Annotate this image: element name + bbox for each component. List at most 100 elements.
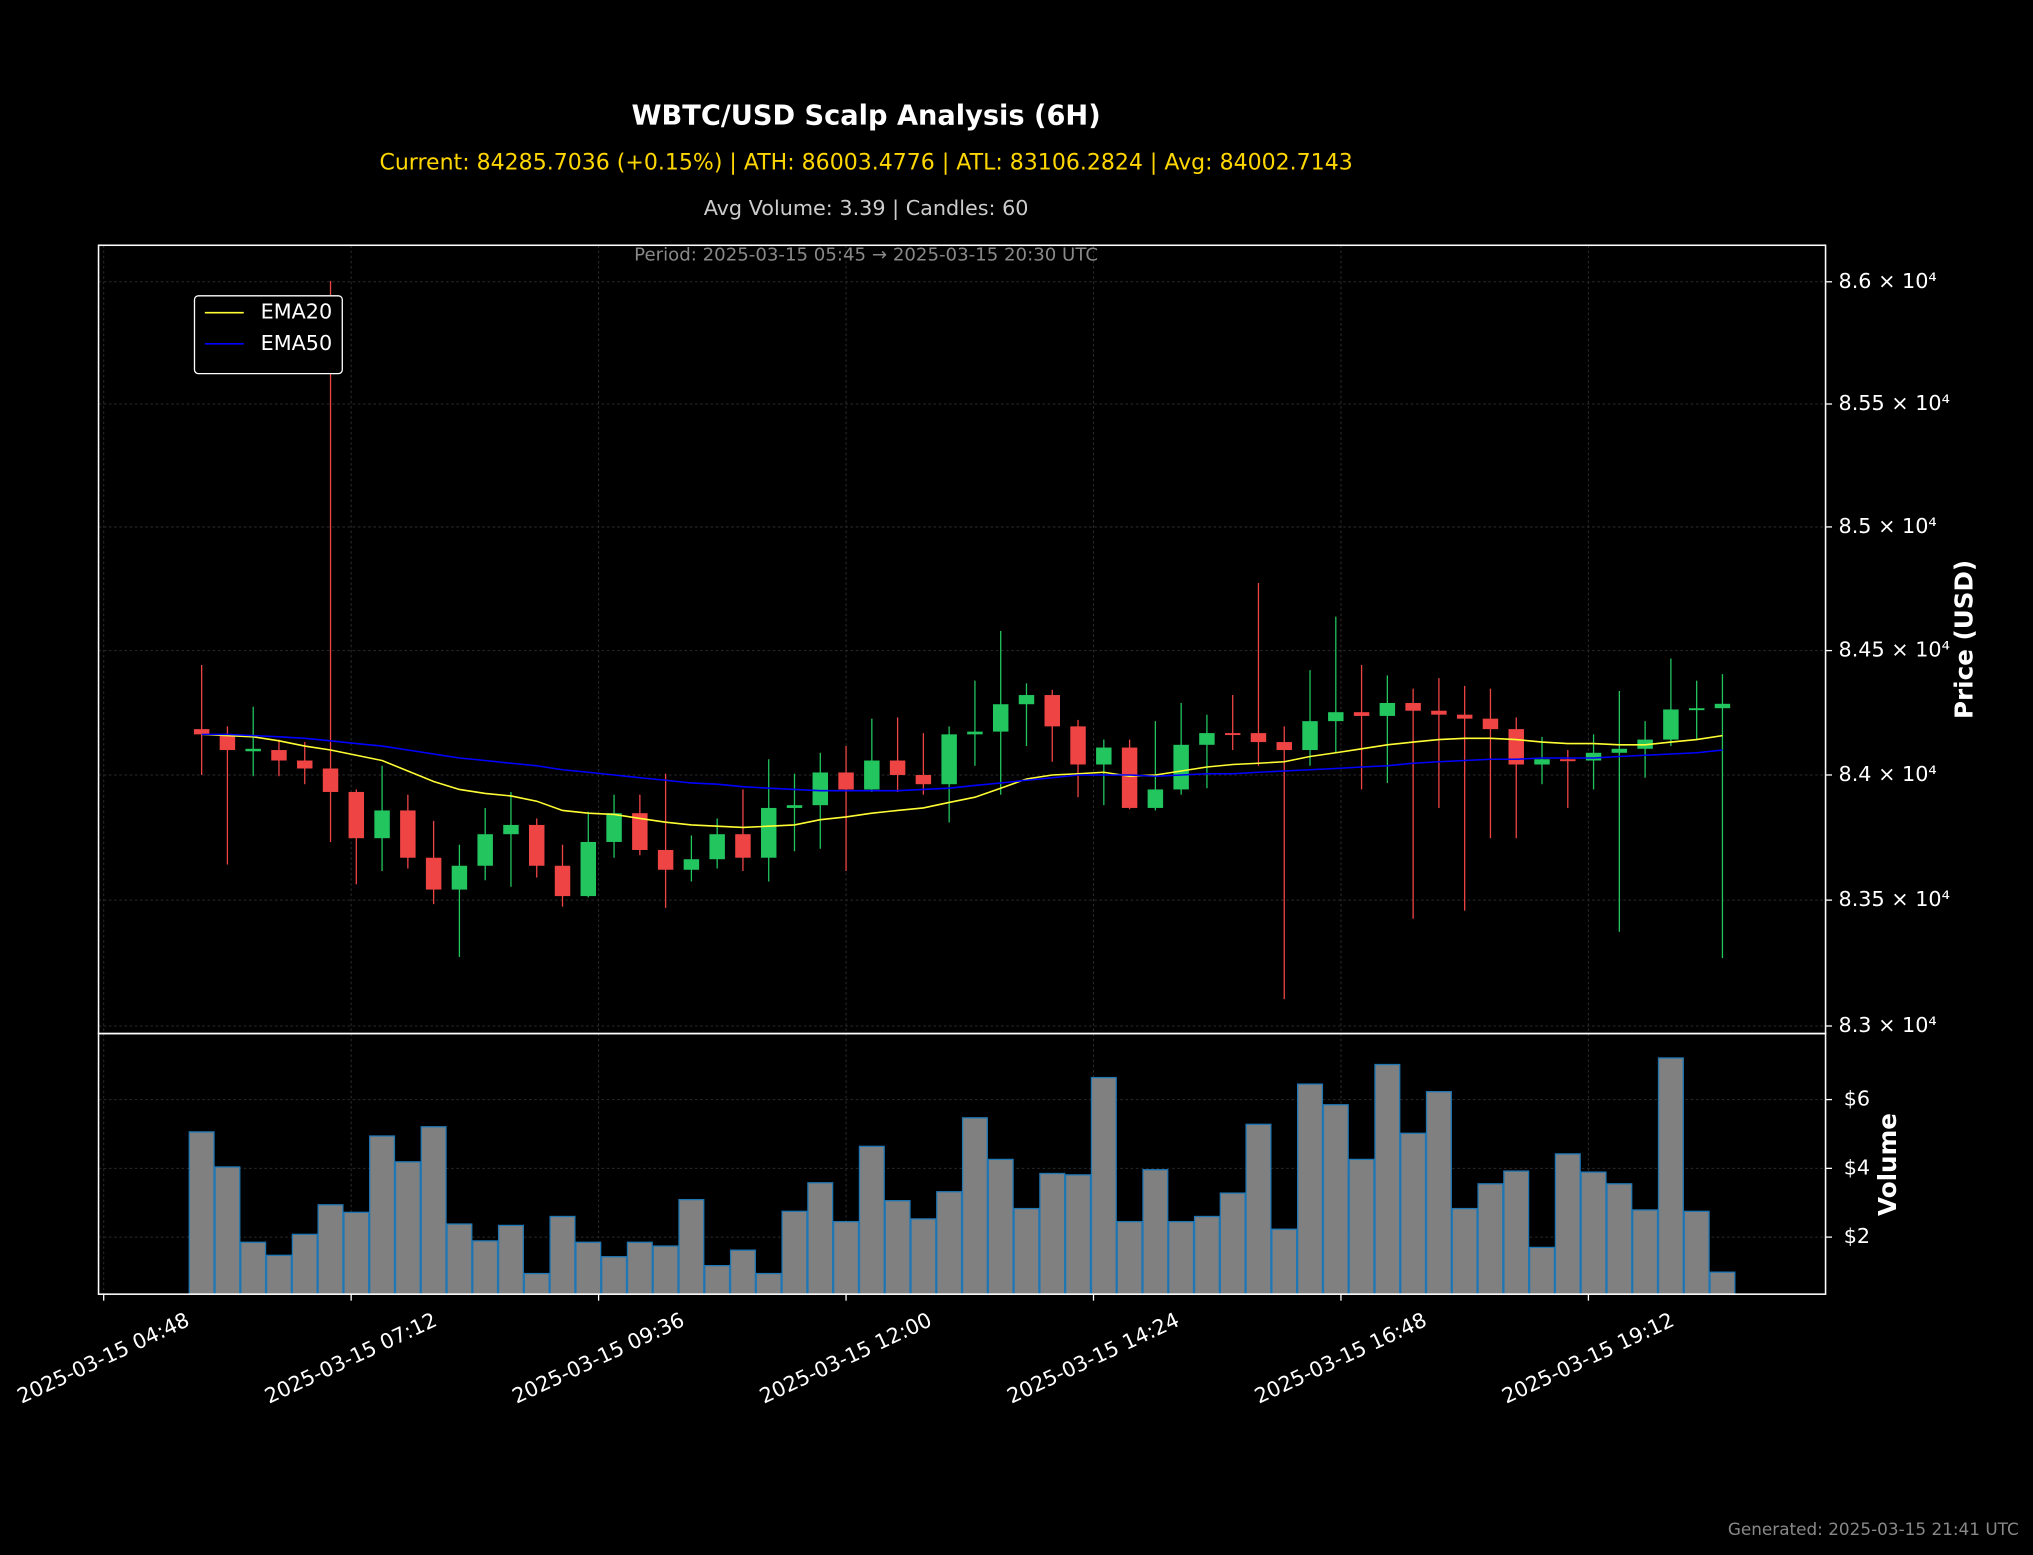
- volume-bar: [1503, 1170, 1530, 1295]
- candle-body: [1405, 702, 1421, 711]
- y-tick-label: 8.4 × 10⁴: [1839, 762, 1937, 786]
- candles: [193, 280, 1731, 1000]
- candle-body: [1018, 695, 1035, 705]
- volume-bar: [1193, 1215, 1220, 1295]
- candle-body: [1379, 702, 1396, 716]
- volume-bar: [678, 1198, 705, 1295]
- y-tick-label: $2: [1844, 1224, 1870, 1248]
- candle-body: [271, 750, 287, 761]
- volume-bar: [497, 1224, 524, 1295]
- y-tick-label: 8.55 × 10⁴: [1839, 391, 1950, 415]
- candle-body: [1560, 759, 1576, 762]
- candle-body: [1276, 742, 1292, 751]
- candle-body: [219, 734, 236, 751]
- volume-bar: [1090, 1076, 1117, 1295]
- volume-bar: [1632, 1209, 1659, 1295]
- ema-line: [201, 733, 1723, 792]
- candle-body: [1173, 744, 1189, 790]
- volume-bar: [1322, 1104, 1349, 1295]
- volume-bar: [626, 1241, 653, 1295]
- candle-body: [503, 824, 519, 835]
- volume-bar: [1657, 1057, 1684, 1295]
- volume-bar: [1142, 1169, 1169, 1295]
- volume-bar: [936, 1191, 963, 1295]
- volume-bar: [1580, 1171, 1607, 1295]
- volume-bar: [291, 1233, 318, 1295]
- candle-body: [1534, 759, 1550, 765]
- volume-bar: [394, 1161, 421, 1295]
- volume-bar: [1477, 1183, 1504, 1295]
- candle-body: [709, 834, 725, 860]
- candle-body: [1302, 721, 1318, 751]
- candle-body: [967, 731, 983, 735]
- candle-body: [1328, 712, 1344, 722]
- candle-body: [1121, 747, 1138, 808]
- candle-body: [1585, 752, 1602, 761]
- chart-subtitle: Current: 84285.7036 (+0.15%) | ATH: 8600…: [379, 151, 1352, 176]
- volume-bar: [1400, 1132, 1427, 1295]
- volume-bar: [214, 1166, 241, 1295]
- volume-bar: [188, 1131, 215, 1295]
- candle-body: [1147, 789, 1164, 808]
- candle-body: [915, 774, 932, 785]
- period-annotation: Period: 2025-03-15 05:45 → 2025-03-15 20…: [634, 245, 1098, 266]
- candle-body: [425, 857, 442, 890]
- candle-body: [786, 805, 803, 808]
- volume-bar: [884, 1200, 911, 1295]
- candle-body: [1070, 726, 1086, 765]
- volume-bar: [1168, 1220, 1195, 1295]
- candle-body: [1456, 714, 1473, 719]
- candle-body: [1482, 718, 1499, 730]
- volume-bar: [858, 1145, 885, 1295]
- candle-body: [1199, 733, 1215, 745]
- volume-bar: [1451, 1207, 1478, 1295]
- candle-body: [683, 859, 700, 870]
- volume-bar: [601, 1256, 628, 1295]
- y-tick-label: $6: [1844, 1087, 1870, 1111]
- candle-body: [374, 810, 390, 839]
- volume-bar: [1606, 1183, 1633, 1295]
- candle-body: [348, 791, 365, 839]
- volume-bar: [369, 1135, 396, 1295]
- volume-bar: [265, 1254, 292, 1295]
- candle-body: [193, 729, 210, 735]
- candle-body: [1096, 747, 1112, 765]
- volume-bar: [240, 1241, 267, 1295]
- volume-bar: [549, 1215, 576, 1295]
- candle-body: [580, 841, 597, 897]
- volume-bar: [910, 1218, 937, 1295]
- y-tick-label: 8.35 × 10⁴: [1839, 887, 1950, 911]
- candle-body: [1611, 748, 1628, 753]
- volume-frame: [97, 1032, 1827, 1295]
- volume-bar: [1348, 1158, 1375, 1295]
- volume-bar: [343, 1211, 370, 1295]
- volume-bar: [317, 1204, 344, 1295]
- volume-bar: [1065, 1174, 1092, 1295]
- candle-body: [632, 813, 648, 850]
- candle-body: [1353, 712, 1370, 716]
- volume-bar: [1013, 1207, 1040, 1295]
- volume-bar: [1683, 1210, 1710, 1295]
- volume-bar: [755, 1272, 782, 1295]
- volume-bar: [420, 1126, 447, 1295]
- y-tick-label: 8.3 × 10⁴: [1839, 1013, 1937, 1037]
- candle-body: [529, 824, 545, 866]
- volume-bar: [1219, 1192, 1246, 1295]
- y-tick-label: 8.5 × 10⁴: [1839, 514, 1937, 538]
- candle-body: [245, 748, 261, 752]
- candle-body: [477, 834, 493, 866]
- volume-bar: [1425, 1091, 1452, 1295]
- volume-bar: [472, 1240, 499, 1295]
- volume-bar: [652, 1245, 679, 1295]
- volume-bar: [1116, 1220, 1143, 1295]
- volume-bar: [1554, 1153, 1581, 1295]
- candle-body: [1044, 695, 1060, 727]
- y-axis-label: Volume: [1873, 1113, 1902, 1216]
- volume-bar: [729, 1249, 756, 1295]
- candle-body: [812, 772, 829, 806]
- y-tick-label: 8.6 × 10⁴: [1839, 269, 1937, 293]
- candle-body: [297, 760, 313, 769]
- legend-box: [193, 295, 343, 375]
